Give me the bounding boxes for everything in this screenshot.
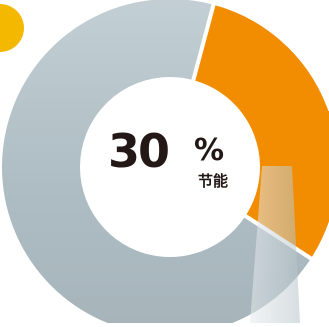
center-unit: % [194, 133, 225, 168]
donut-hole [82, 79, 258, 255]
tower-photo-detail [250, 166, 300, 323]
center-value: 30 [108, 124, 170, 178]
badge-circle [0, 4, 24, 52]
center-label: 节能 [198, 172, 229, 190]
